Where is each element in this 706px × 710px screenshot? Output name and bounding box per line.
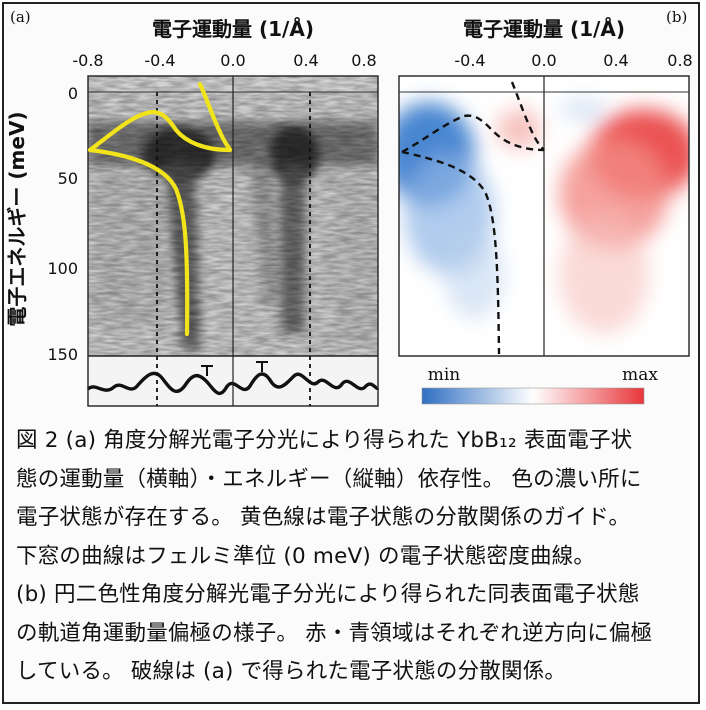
panel-b-image bbox=[399, 76, 689, 356]
y-ticks: 0 50 100 150 bbox=[47, 84, 78, 364]
dispersion-guide bbox=[87, 81, 233, 337]
panel-b-tag: (b) bbox=[666, 8, 687, 26]
guide-lower-branch bbox=[87, 147, 190, 337]
dos-curve bbox=[86, 371, 380, 396]
caption-line-4: 下窓の曲線はフェルミ準位 (0 meV) の電子状態密度曲線。 bbox=[16, 543, 596, 569]
y-tick-3: 100 bbox=[47, 259, 78, 278]
colorbar-max-label: max bbox=[622, 365, 658, 385]
dashed-upper-branch bbox=[401, 114, 545, 154]
y-tick-4: 150 bbox=[47, 345, 78, 364]
x-tick-b-2: 0.0 bbox=[531, 51, 556, 70]
x-axis-title-a: 電子運動量 (1/Å) bbox=[152, 17, 314, 41]
caption-line-1: 図 2 (a) 角度分解光電子分光により得られた YbB₁₂ 表面電子状 bbox=[16, 428, 633, 453]
caption-line-7: している。 破線は (a) で得られた電子状態の分散関係。 bbox=[16, 659, 567, 684]
dispersion-dashed bbox=[401, 81, 545, 355]
x-tick-a-3: 0.0 bbox=[220, 51, 245, 70]
x-ticks-b: -0.4 0.0 0.4 0.8 bbox=[454, 51, 692, 70]
y-axis-title: 電子エネルギー (meV) bbox=[5, 111, 29, 326]
dos-markers bbox=[201, 361, 268, 376]
x-tick-a-1: -0.8 bbox=[72, 51, 103, 70]
figure-caption: 図 2 (a) 角度分解光電子分光により得られた YbB₁₂ 表面電子状 態の運… bbox=[16, 422, 696, 692]
x-axis-title-b: 電子運動量 (1/Å) bbox=[463, 17, 625, 41]
colorbar-min-label: min bbox=[428, 365, 461, 385]
x-tick-b-4: 0.8 bbox=[667, 51, 692, 70]
guide-upper-branch bbox=[87, 109, 233, 153]
x-tick-b-3: 0.4 bbox=[603, 51, 628, 70]
x-ticks-a: -0.8 -0.4 0.0 0.4 0.8 bbox=[72, 51, 376, 70]
dashed-right-branch bbox=[510, 81, 545, 151]
x-tick-b-1: -0.4 bbox=[454, 51, 485, 70]
caption-line-6: の軌道角運動量偏極の様子。 赤・青領域はそれぞれ逆方向に偏極 bbox=[16, 620, 653, 646]
figure-frame: (a) (b) 電子運動量 (1/Å) 電子運動量 (1/Å) 電子エネルギー … bbox=[2, 2, 700, 704]
caption-line-5: (b) 円二色性角度分解光電子分光により得られた同表面電子状態 bbox=[16, 582, 640, 607]
caption-line-3: 電子状態が存在する。 黄色線は電子状態の分散関係のガイド。 bbox=[16, 505, 631, 530]
figure-svg: (a) (b) 電子運動量 (1/Å) 電子運動量 (1/Å) 電子エネルギー … bbox=[5, 8, 693, 407]
x-tick-a-5: 0.8 bbox=[351, 51, 376, 70]
panel-a-tag: (a) bbox=[10, 8, 31, 26]
x-tick-a-4: 0.4 bbox=[293, 51, 318, 70]
y-tick-1: 0 bbox=[68, 84, 78, 103]
guide-right-branch bbox=[197, 81, 233, 153]
x-tick-a-2: -0.4 bbox=[144, 51, 175, 70]
dashed-lower-branch bbox=[401, 150, 501, 355]
y-tick-2: 50 bbox=[58, 169, 78, 188]
caption-line-2: 態の運動量（横軸）・エネルギー（縦軸）依存性。 色の濃い所に bbox=[16, 466, 642, 492]
colorbar bbox=[421, 387, 645, 405]
